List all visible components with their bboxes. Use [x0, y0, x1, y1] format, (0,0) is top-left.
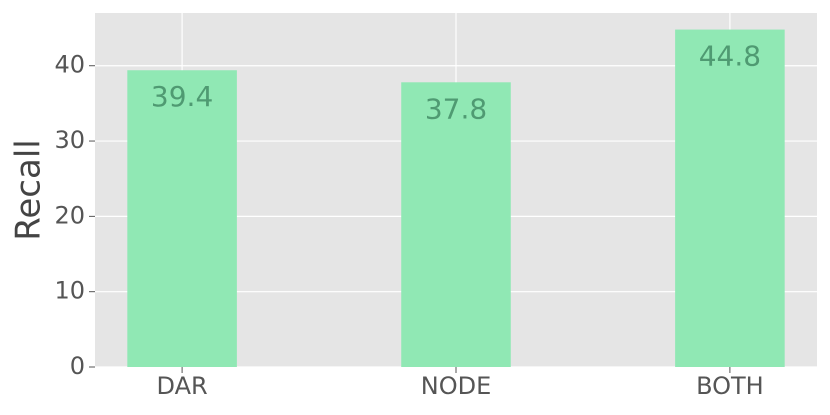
- x-tick-label: DAR: [157, 372, 208, 400]
- bar: [401, 82, 511, 368]
- y-tick-label: 20: [54, 201, 85, 229]
- bar: [127, 70, 237, 367]
- value-label: 39.4: [151, 80, 213, 113]
- y-tick-label: 0: [70, 352, 85, 380]
- y-tick-label: 10: [54, 277, 85, 305]
- x-tick-label: NODE: [421, 372, 492, 400]
- y-axis-label: Recall: [9, 139, 49, 240]
- bar: [675, 29, 785, 367]
- y-tick-label: 30: [54, 126, 85, 154]
- value-label: 37.8: [425, 92, 487, 125]
- value-label: 44.8: [699, 40, 761, 73]
- x-tick-label: BOTH: [696, 372, 764, 400]
- y-tick-label: 40: [54, 51, 85, 79]
